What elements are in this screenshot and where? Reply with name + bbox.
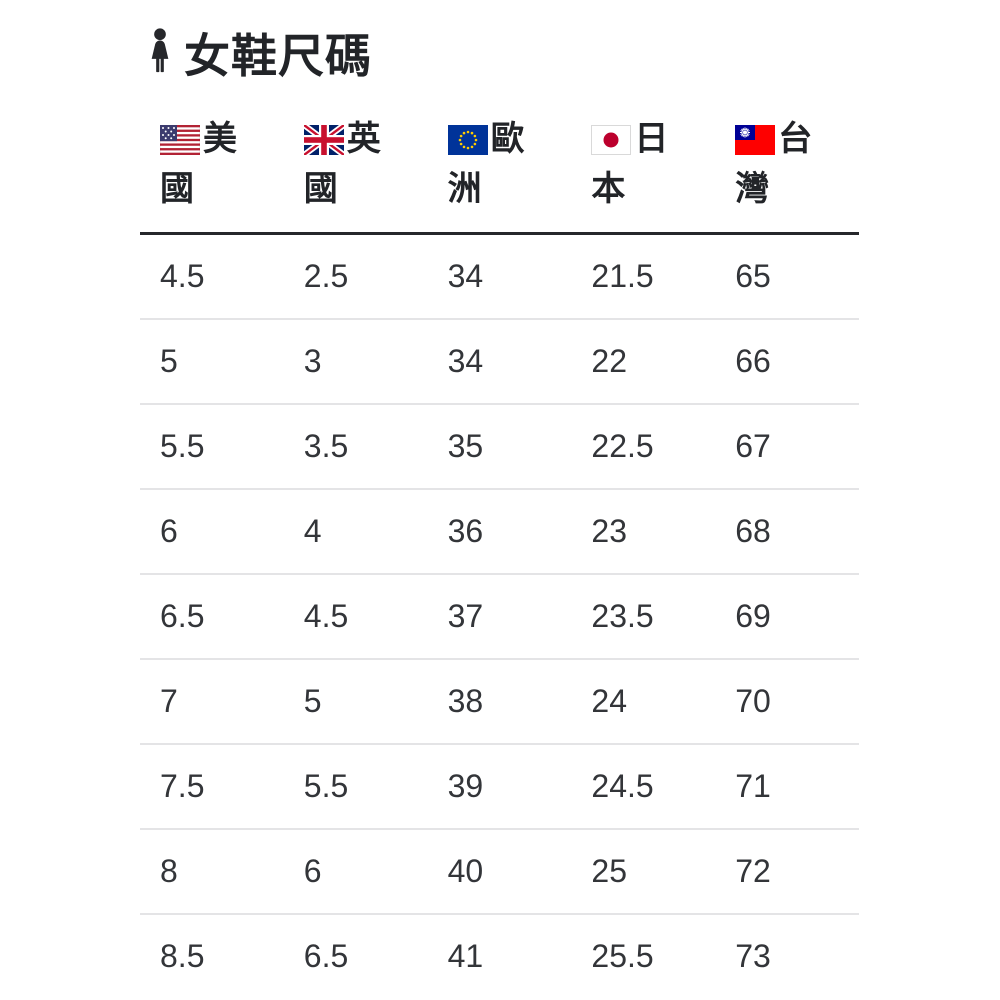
table-cell: 6 <box>283 828 428 915</box>
table-cell: 2.5 <box>283 233 428 320</box>
table-cell: 34 <box>427 318 572 405</box>
table-cell: 68 <box>715 488 859 575</box>
eu-flag-icon <box>447 125 488 155</box>
table-cell: 4.5 <box>283 573 428 660</box>
table-cell: 36 <box>427 488 572 575</box>
table-cell: 41 <box>447 938 484 974</box>
column-header-label: 日本 <box>591 120 669 208</box>
table-cell: 8.5 <box>160 938 205 974</box>
table-cell: 38 <box>427 658 572 745</box>
table-row: 4.5 2.5 34 21.5 65 <box>140 233 859 320</box>
table-cell: 7.5 <box>140 743 284 830</box>
uk-flag-icon <box>301 122 346 158</box>
table-cell: 25 <box>571 828 716 915</box>
column-header-label: 美國 <box>160 120 237 208</box>
table-cell: 24 <box>571 658 716 745</box>
table-row: 5 3 34 22 66 <box>140 318 859 405</box>
table-cell: 6 <box>140 488 284 575</box>
size-conversion-table: 美國 英國 <box>140 114 859 999</box>
table-cell: 3.5 <box>283 403 428 490</box>
table-cell: 5 <box>283 658 428 745</box>
table-row: 7.5 5.5 39 24.5 71 <box>140 743 859 830</box>
table-cell: 66 <box>715 318 859 405</box>
table-cell: 4.5 <box>140 233 284 320</box>
column-header-jp: 日本 <box>571 114 716 235</box>
table-cell: 5 <box>140 318 284 405</box>
table-row: 8 6 40 25 72 <box>140 828 859 915</box>
table-cell: 70 <box>715 658 859 745</box>
table-cell: 21.5 <box>571 233 716 320</box>
jp-flag-icon <box>591 125 632 155</box>
table-cell: 22.5 <box>571 403 716 490</box>
column-header-label: 台灣 <box>735 120 813 208</box>
tw-flag-icon <box>735 125 776 155</box>
table-cell: 6.5 <box>140 573 284 660</box>
table-body: 4.5 2.5 34 21.5 65 5 3 34 22 66 5.5 3.5 … <box>140 233 859 999</box>
woman-silhouette-icon <box>151 28 169 73</box>
table-cell: 5.5 <box>283 743 428 830</box>
table-cell: 6.5 <box>303 938 349 974</box>
table-row: 6.5 4.5 37 23.5 69 <box>140 573 859 660</box>
table-cell: 3 <box>283 318 428 405</box>
table-cell: 25.5 <box>591 938 654 974</box>
table-cell: 73 <box>735 938 771 974</box>
table-row: 5.5 3.5 35 22.5 67 <box>140 403 859 490</box>
table-cell: 5.5 <box>140 403 284 490</box>
table-cell: 22 <box>571 318 716 405</box>
table-row: 6 4 36 23 68 <box>140 488 859 575</box>
page-title: 女鞋尺碼 <box>140 22 859 84</box>
table-cell: 69 <box>715 573 859 660</box>
table-cell: 71 <box>715 743 859 830</box>
table-cell: 34 <box>427 233 572 320</box>
page-title-text: 女鞋尺碼 <box>184 30 372 82</box>
table-cell: 72 <box>715 828 859 915</box>
table-cell: 35 <box>427 403 572 490</box>
table-header: 美國 英國 <box>140 114 859 235</box>
us-flag-icon <box>159 124 201 156</box>
column-header-uk: 英國 <box>283 114 428 235</box>
header-row: 美國 英國 <box>140 114 859 235</box>
size-chart-page: 女鞋尺碼 <box>140 22 859 999</box>
table-cell: 37 <box>427 573 572 660</box>
table-cell: 23.5 <box>571 573 716 660</box>
column-header-eu: 歐洲 <box>427 114 572 235</box>
column-header-tw: 台灣 <box>715 114 859 235</box>
table-cell: 65 <box>715 233 859 320</box>
column-header-label: 歐洲 <box>447 120 525 208</box>
table-cell: 39 <box>427 743 572 830</box>
column-header-label: 英國 <box>303 120 381 208</box>
column-header-us: 美國 <box>140 114 284 235</box>
table-row: 7 5 38 24 70 <box>140 658 859 745</box>
table-cell: 23 <box>571 488 716 575</box>
table-cell: 7 <box>140 658 284 745</box>
table-cell: 8 <box>140 828 284 915</box>
table-cell: 24.5 <box>571 743 716 830</box>
table-cell: 4 <box>283 488 428 575</box>
table-cell: 67 <box>715 403 859 490</box>
table-row: 8.5 6.5 41 25.5 73 <box>140 914 859 999</box>
table-cell: 40 <box>427 828 572 915</box>
